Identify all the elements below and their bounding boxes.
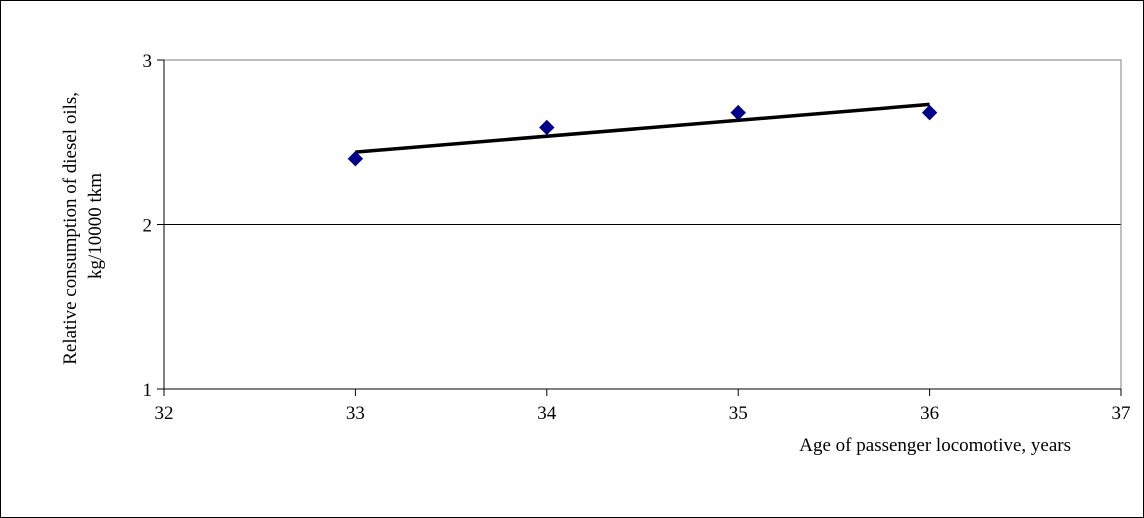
points-layer (347, 104, 938, 167)
data-point-2 (730, 104, 746, 121)
y-axis-title: Relative consumption of diesel oils, kg/… (60, 87, 106, 365)
x-tick-label-2: 34 (537, 403, 557, 424)
data-point-3 (921, 104, 938, 121)
y-axis-title-line-1: Relative consumption of diesel oils, (60, 92, 81, 365)
x-tick-label-4: 36 (920, 403, 939, 424)
trendline-layer (355, 102, 930, 154)
x-tick-label-1: 33 (346, 403, 365, 424)
data-point-0 (347, 150, 364, 167)
y-tick-label-2: 3 (143, 51, 153, 72)
x-tick-label-3: 35 (729, 403, 748, 424)
data-point-1 (539, 119, 555, 136)
trendline (355, 102, 930, 154)
x-tick-label-0: 32 (155, 403, 174, 424)
x-axis-title: Age of passenger locomotive, years (799, 435, 1071, 456)
x-tick-label-5: 37 (1112, 403, 1131, 424)
y-axis-title-line-2: kg/10000 tkm (85, 173, 106, 279)
axis-layer: 1 2 3 32 33 34 35 36 37 (143, 51, 1131, 424)
y-tick-label-0: 1 (143, 380, 153, 401)
y-tick-label-1: 2 (143, 216, 153, 237)
